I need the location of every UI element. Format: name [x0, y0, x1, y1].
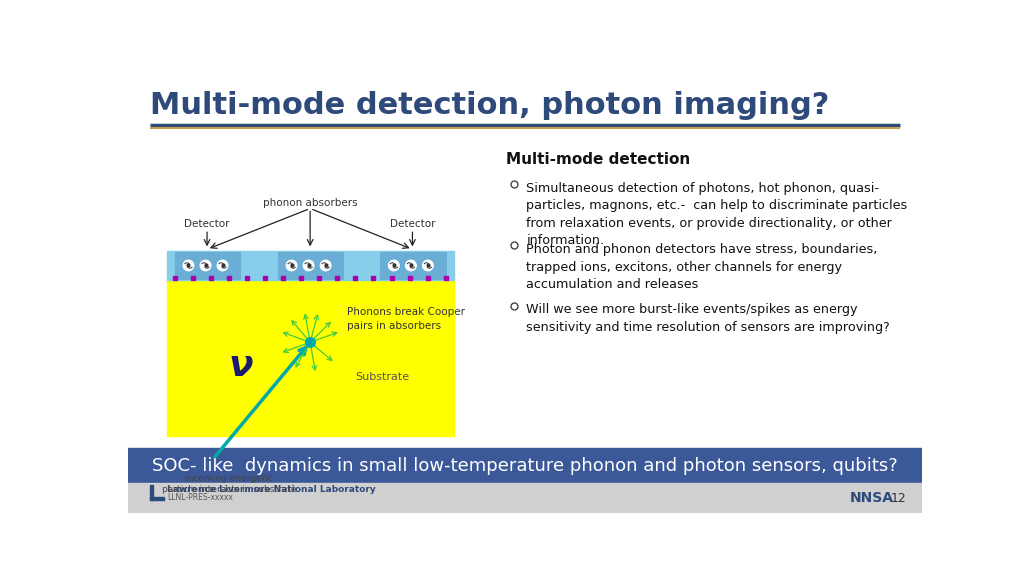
- Text: Lawrence Livermore National Laboratory: Lawrence Livermore National Laboratory: [167, 485, 376, 494]
- Bar: [128, 448, 922, 483]
- Text: Detector: Detector: [184, 219, 229, 229]
- Bar: [167, 280, 454, 435]
- Text: Will we see more burst-like events/spikes as energy
sensitivity and time resolut: Will we see more burst-like events/spike…: [526, 303, 890, 334]
- Circle shape: [200, 260, 211, 271]
- Circle shape: [388, 260, 399, 271]
- Text: ν: ν: [228, 348, 253, 382]
- Text: NNSA: NNSA: [850, 491, 894, 505]
- Bar: [167, 251, 454, 280]
- Bar: [150, 485, 153, 501]
- Circle shape: [303, 260, 314, 271]
- Bar: [380, 252, 445, 279]
- Text: LLNL-PRES-xxxxx: LLNL-PRES-xxxxx: [167, 492, 232, 502]
- Text: Detector: Detector: [390, 219, 435, 229]
- Text: Phonons break Cooper
pairs in absorbers: Phonons break Cooper pairs in absorbers: [347, 308, 465, 331]
- Text: Simultaneous detection of photons, hot phonon, quasi-
particles, magnons, etc.- : Simultaneous detection of photons, hot p…: [526, 181, 907, 247]
- Circle shape: [183, 260, 194, 271]
- Circle shape: [217, 260, 228, 271]
- Circle shape: [321, 260, 331, 271]
- Bar: [128, 483, 922, 513]
- Text: Photon and phonon detectors have stress, boundaries,
trapped ions, excitons, oth: Photon and phonon detectors have stress,…: [526, 243, 878, 291]
- Circle shape: [286, 260, 297, 271]
- Text: Substrate: Substrate: [354, 372, 409, 381]
- Text: 12: 12: [891, 491, 907, 505]
- Text: Multi-mode detection: Multi-mode detection: [506, 152, 690, 167]
- Bar: [278, 252, 343, 279]
- Circle shape: [423, 260, 433, 271]
- Text: phonon absorbers: phonon absorbers: [263, 199, 357, 209]
- Circle shape: [406, 260, 417, 271]
- Text: Multi-mode detection, photon imaging?: Multi-mode detection, photon imaging?: [150, 90, 829, 120]
- Text: incoming energetic
particle interacts in substrate: incoming energetic particle interacts in…: [162, 474, 296, 494]
- Bar: [150, 497, 164, 501]
- Text: SOC- like  dynamics in small low-temperature phonon and photon sensors, qubits?: SOC- like dynamics in small low-temperat…: [152, 457, 898, 475]
- Bar: [174, 252, 241, 279]
